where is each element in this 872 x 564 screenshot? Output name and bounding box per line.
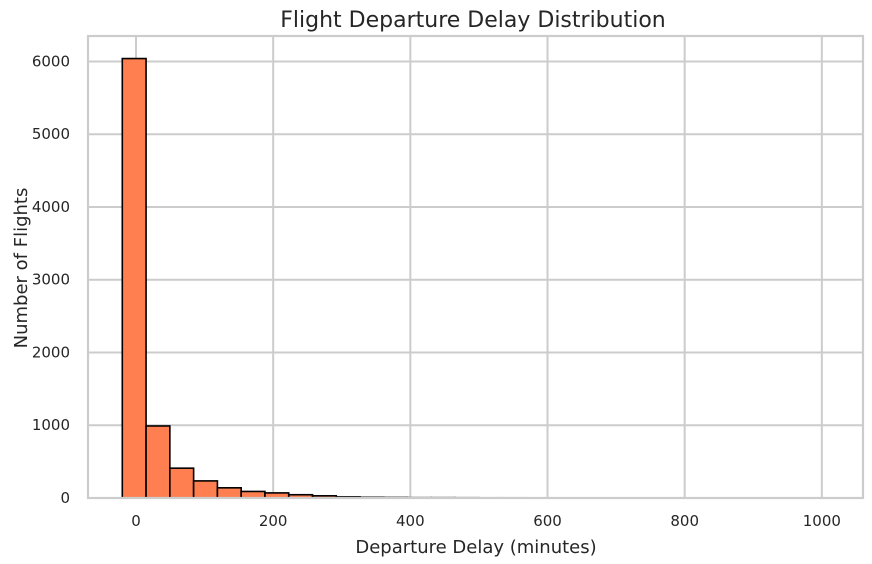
y-tick-label: 3000 [32, 271, 70, 289]
x-tick-label: 200 [259, 512, 288, 530]
y-axis-label: Number of Flights [11, 188, 32, 349]
histogram-bar [121, 57, 147, 499]
histogram-bar [145, 425, 171, 499]
y-tick-label: 2000 [32, 343, 70, 361]
y-tick-label: 1000 [32, 416, 70, 434]
x-tick-label: 1000 [803, 512, 841, 530]
histogram-bar [192, 480, 219, 499]
y-tick-label: 4000 [32, 198, 70, 216]
y-tick-label: 6000 [32, 52, 70, 70]
y-tick-labels: 0 1000 2000 3000 4000 5000 6000 [32, 52, 70, 507]
x-tick-label: 400 [396, 512, 425, 530]
x-axis-label: Departure Delay (minutes) [355, 537, 596, 558]
x-tick-label: 0 [131, 512, 141, 530]
plot-frame [86, 34, 865, 500]
x-tick-label: 800 [670, 512, 699, 530]
chart-title: Flight Departure Delay Distribution [280, 8, 665, 33]
grid [88, 36, 863, 499]
histogram-bar [216, 487, 242, 499]
x-tick-labels: 0 200 400 600 800 1000 [131, 512, 841, 530]
y-tick-label: 5000 [32, 125, 70, 143]
x-tick-label: 600 [533, 512, 562, 530]
histogram-bars [121, 57, 837, 499]
histogram-bar [169, 467, 195, 499]
y-tick-label: 0 [60, 489, 70, 507]
